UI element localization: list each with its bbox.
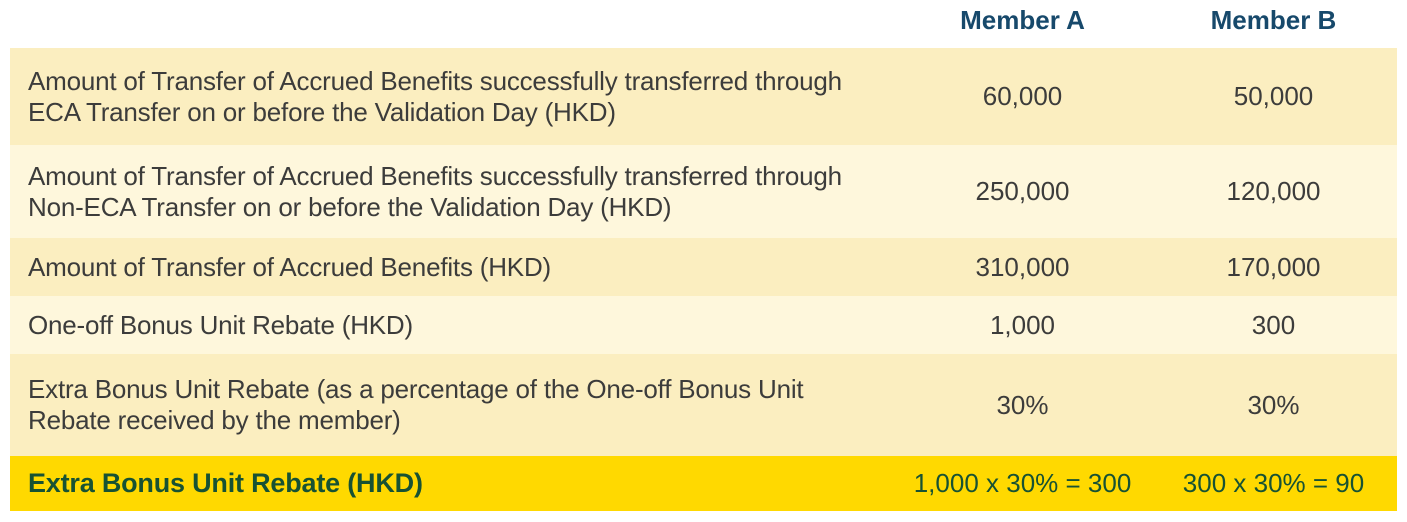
table-header-row: Member A Member B [10, 0, 1397, 48]
column-header-member-b: Member B [1210, 4, 1337, 35]
member-a-value: 1,000 x 30% = 300 [913, 468, 1132, 498]
row-label: Amount of Transfer of Accrued Benefits (… [28, 251, 551, 282]
column-header-member-a: Member A [960, 4, 1085, 35]
table-row-extra-bonus-percentage: Extra Bonus Unit Rebate (as a percentage… [10, 354, 1397, 456]
bonus-rebate-table: Member A Member B Amount of Transfer of … [10, 0, 1397, 511]
member-b-value: 30% [1247, 389, 1300, 420]
row-label: Extra Bonus Unit Rebate (HKD) [28, 468, 423, 498]
member-a-value: 30% [996, 389, 1049, 420]
table-row-one-off-bonus: One-off Bonus Unit Rebate (HKD) 1,000 30… [10, 296, 1397, 354]
member-a-value: 310,000 [975, 251, 1070, 282]
table-row-total-transfer: Amount of Transfer of Accrued Benefits (… [10, 238, 1397, 296]
table-row-eca-transfer: Amount of Transfer of Accrued Benefits s… [10, 48, 1397, 145]
row-label: Amount of Transfer of Accrued Benefits s… [28, 65, 842, 127]
table-row-non-eca-transfer: Amount of Transfer of Accrued Benefits s… [10, 145, 1397, 238]
row-label: One-off Bonus Unit Rebate (HKD) [28, 309, 413, 340]
member-b-value: 50,000 [1233, 81, 1314, 111]
member-a-value: 1,000 [989, 309, 1056, 340]
member-b-value: 300 [1251, 309, 1296, 340]
row-label: Amount of Transfer of Accrued Benefits s… [28, 160, 842, 222]
member-a-value: 60,000 [982, 81, 1063, 111]
member-a-value: 250,000 [975, 176, 1070, 206]
table-row-extra-bonus-result: Extra Bonus Unit Rebate (HKD) 1,000 x 30… [10, 456, 1397, 511]
member-b-value: 300 x 30% = 90 [1182, 468, 1365, 498]
member-b-value: 170,000 [1226, 251, 1321, 282]
member-b-value: 120,000 [1226, 176, 1321, 206]
row-label: Extra Bonus Unit Rebate (as a percentage… [28, 374, 804, 435]
